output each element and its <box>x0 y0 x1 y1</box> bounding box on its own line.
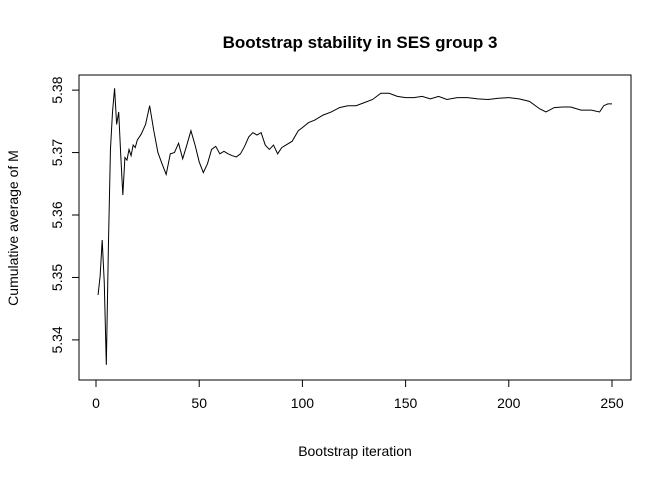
chart-title: Bootstrap stability in SES group 3 <box>223 33 498 52</box>
x-axis-label: Bootstrap iteration <box>298 443 412 459</box>
x-tick-label: 200 <box>497 395 521 411</box>
y-tick-label: 5.37 <box>49 139 65 166</box>
x-tick-label: 100 <box>291 395 315 411</box>
x-axis: 0 50 100 150 200 250 <box>92 379 624 411</box>
series-line <box>97 88 612 365</box>
x-tick-label: 50 <box>191 395 207 411</box>
plot-frame <box>78 74 632 381</box>
y-tick-label: 5.36 <box>49 201 65 228</box>
x-tick-label: 250 <box>600 395 624 411</box>
y-tick-label: 5.38 <box>49 76 65 103</box>
y-tick-label: 5.34 <box>49 326 65 353</box>
x-tick-label: 150 <box>394 395 418 411</box>
y-tick-label: 5.35 <box>49 264 65 291</box>
x-tick-label: 0 <box>92 395 100 411</box>
y-axis-label: Cumulative average of M <box>5 150 21 306</box>
y-axis: 5.34 5.35 5.36 5.37 5.38 <box>49 76 80 354</box>
